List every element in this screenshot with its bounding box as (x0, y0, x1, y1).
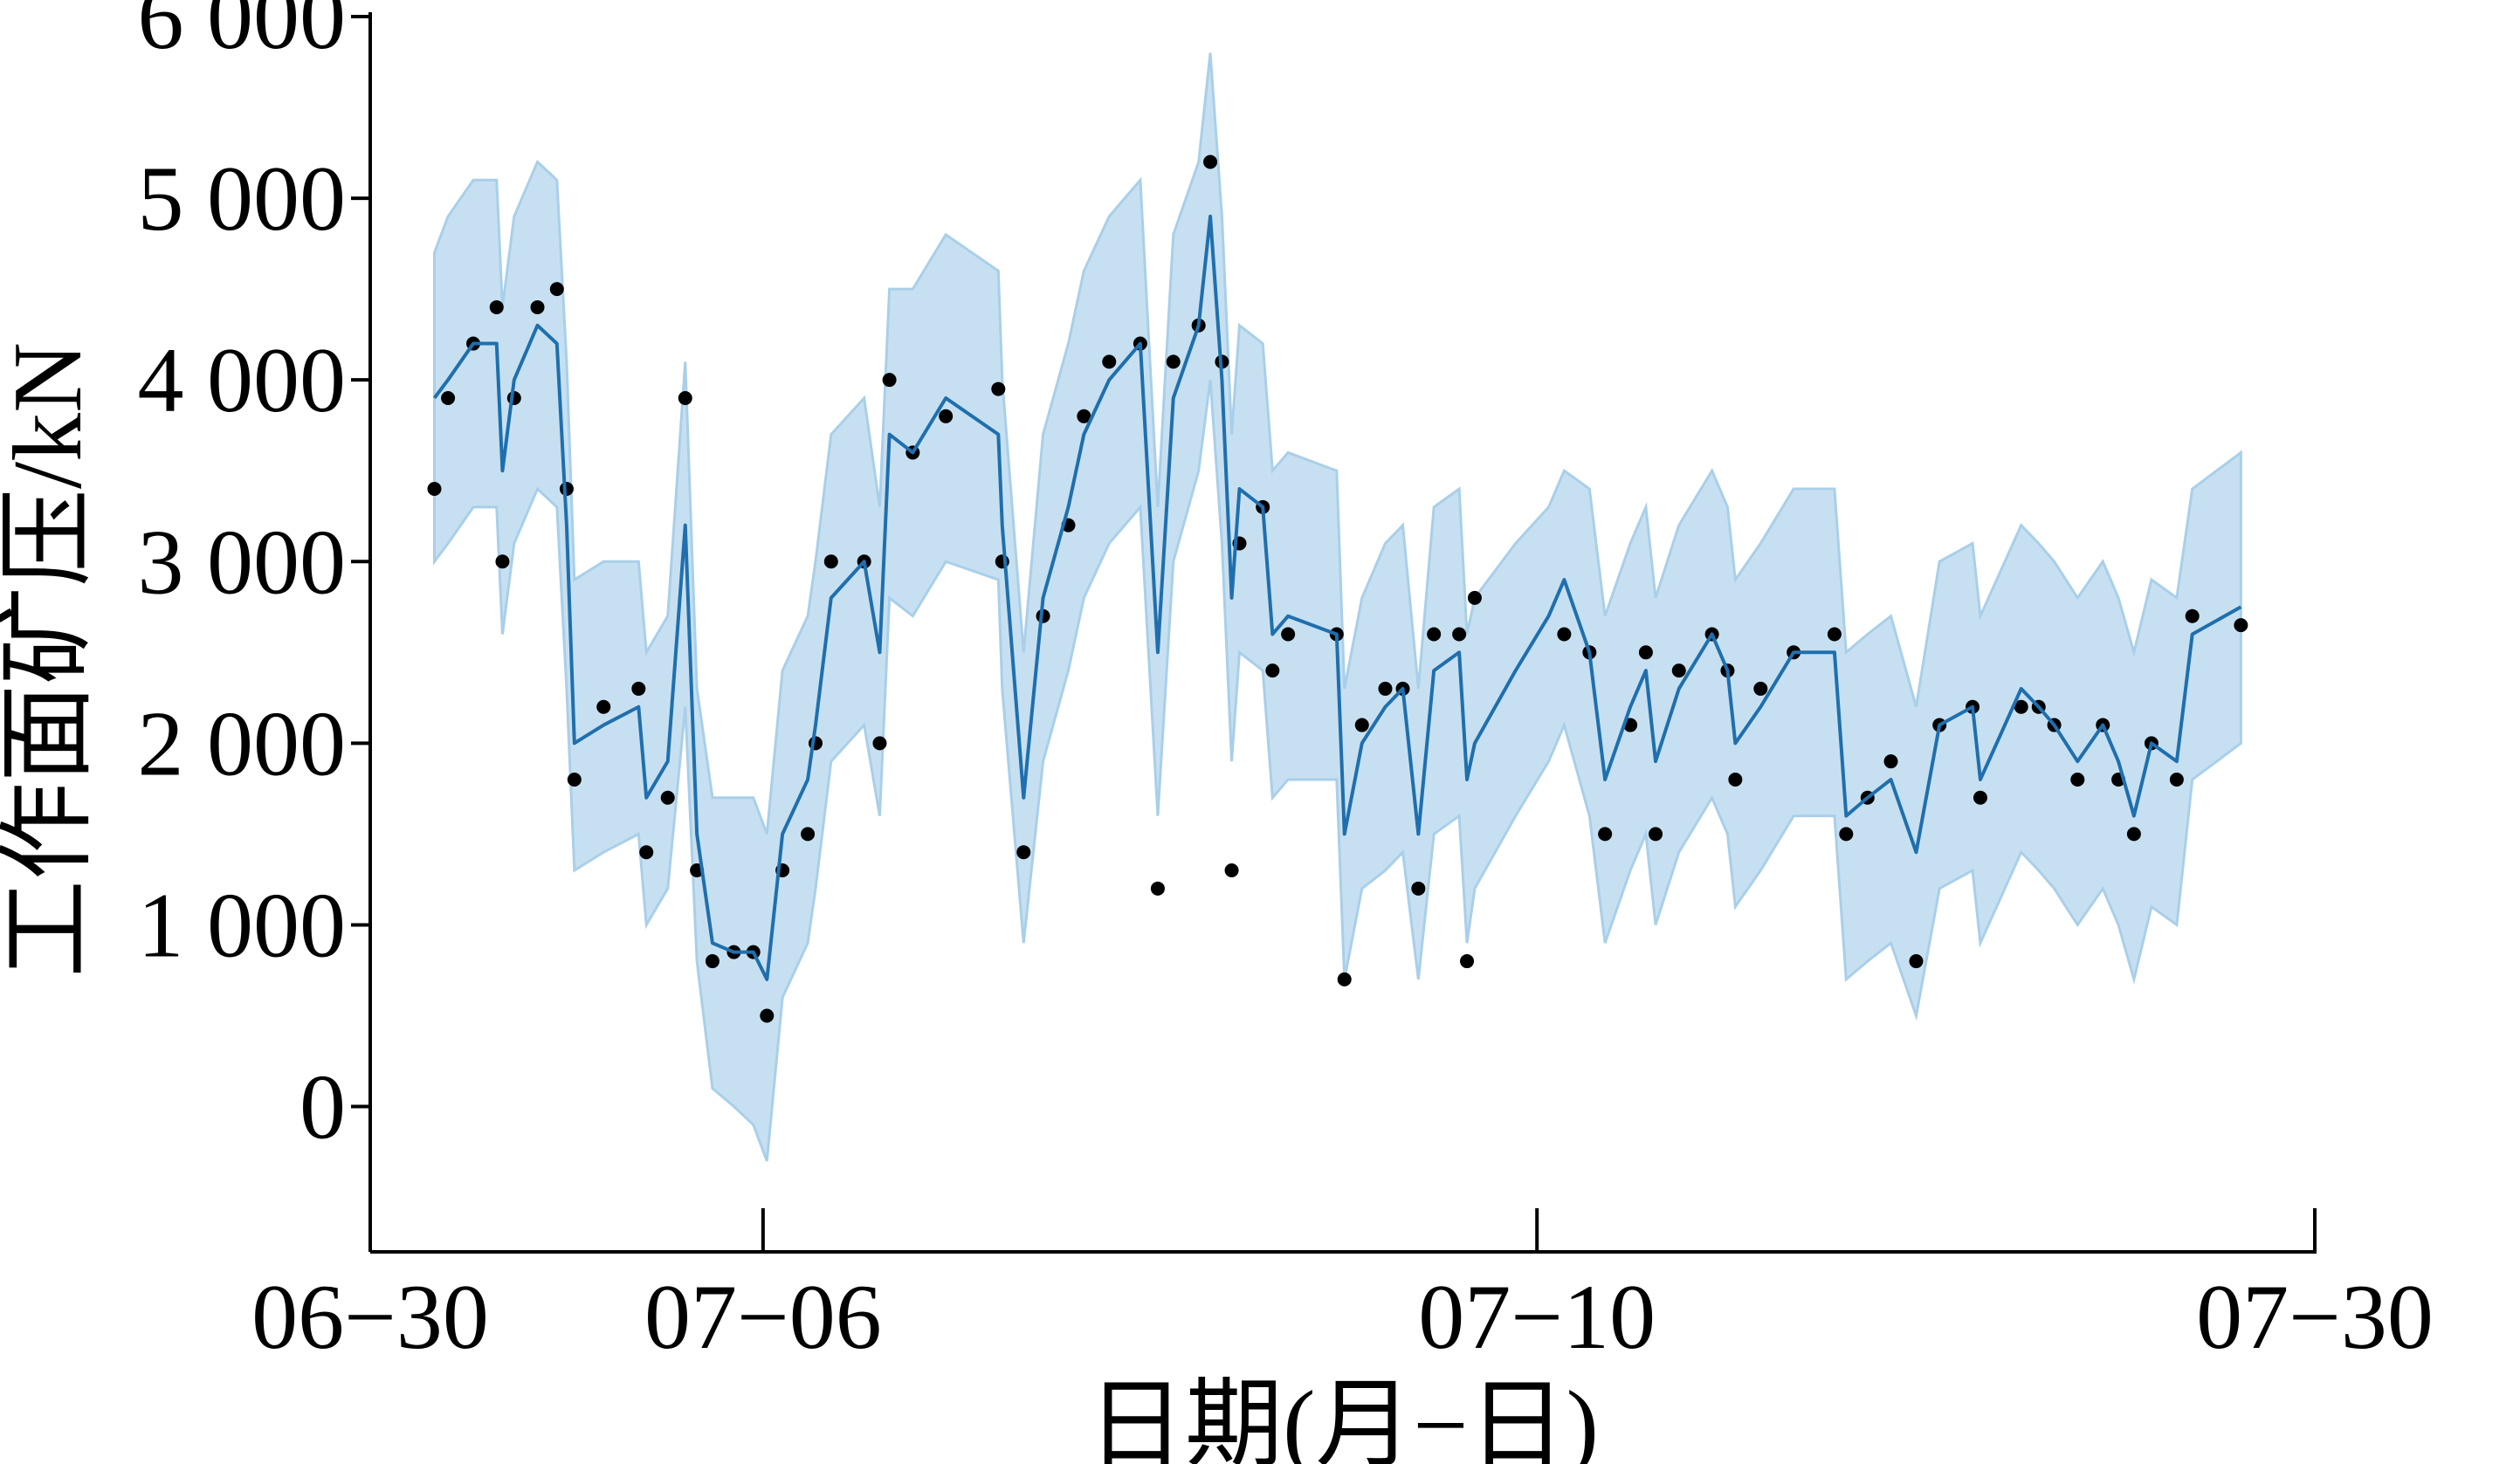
data-point (1102, 354, 1117, 369)
data-point (2169, 772, 2184, 787)
data-point (2070, 772, 2085, 787)
y-tick-label: 3 000 (138, 511, 347, 613)
data-point (678, 390, 692, 405)
data-point (1883, 754, 1898, 769)
data-point (1427, 627, 1442, 642)
data-point (882, 373, 897, 388)
data-point (705, 954, 720, 969)
data-point (567, 772, 582, 787)
data-point (639, 845, 654, 860)
data-point (549, 282, 564, 297)
data-point (427, 482, 442, 497)
data-point (2185, 608, 2200, 623)
data-point (660, 790, 675, 805)
data-point (1827, 627, 1842, 642)
data-point (1337, 972, 1352, 986)
data-point (1281, 627, 1296, 642)
data-point (1016, 845, 1031, 860)
data-point (991, 381, 1006, 396)
plot-area (427, 52, 2248, 1162)
confidence-band (432, 52, 2242, 1162)
data-point (495, 554, 510, 569)
data-point (1378, 681, 1393, 696)
x-tick-label: 07−06 (644, 1266, 882, 1368)
data-point (530, 299, 545, 314)
data-point (1753, 681, 1768, 696)
data-point (1166, 354, 1181, 369)
y-tick-label: 5 000 (138, 148, 347, 250)
y-tick-label: 0 (300, 1056, 346, 1158)
data-point (2014, 699, 2028, 714)
data-point (1354, 718, 1369, 732)
data-point (1728, 772, 1743, 787)
data-point (1557, 627, 1572, 642)
data-point (1077, 409, 1091, 423)
data-point (801, 827, 816, 842)
data-point (1467, 590, 1482, 605)
data-point (872, 736, 887, 751)
y-axis-label: 工作面矿压/kN (0, 342, 102, 978)
y-tick-label: 2 000 (138, 692, 347, 794)
data-point (1973, 790, 1987, 805)
data-point (1203, 155, 1218, 169)
x-tick-label: 07−10 (1418, 1266, 1656, 1368)
x-tick-label: 06−30 (251, 1266, 489, 1368)
data-point (631, 681, 646, 696)
data-point (823, 554, 838, 569)
data-point (1460, 954, 1475, 969)
data-point (1649, 827, 1663, 842)
data-point (1452, 627, 1467, 642)
y-tick-label: 1 000 (138, 874, 347, 976)
data-point (1411, 881, 1426, 896)
data-point (1598, 827, 1613, 842)
y-tick-label: 4 000 (138, 329, 347, 431)
data-point (1224, 863, 1239, 878)
prediction-line (432, 214, 2242, 981)
data-point (441, 390, 456, 405)
x-tick-label: 07−30 (2196, 1266, 2434, 1368)
data-point (1150, 881, 1165, 896)
data-point (2126, 827, 2141, 842)
data-point (1839, 827, 1854, 842)
data-point (939, 409, 954, 423)
data-point (2234, 618, 2248, 633)
data-point (489, 299, 504, 314)
data-point (1638, 645, 1653, 660)
data-point (1671, 663, 1686, 678)
data-point (596, 699, 611, 714)
data-point (1265, 663, 1280, 678)
data-point (1909, 954, 1924, 969)
data-point (760, 1008, 775, 1023)
x-axis-label: 日期(月−日) (1087, 1371, 1599, 1464)
y-tick-label: 6 000 (138, 0, 347, 68)
